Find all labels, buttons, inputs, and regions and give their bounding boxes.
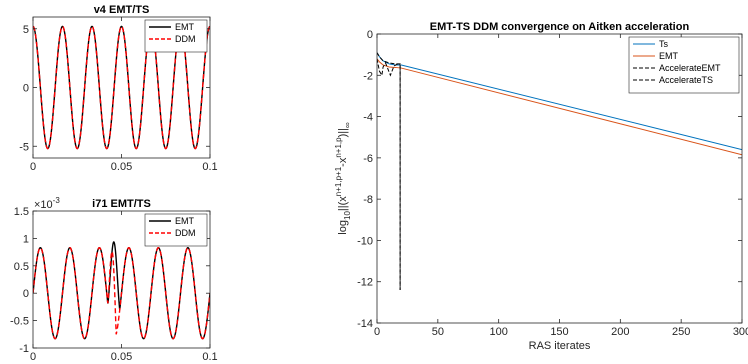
legend-box [144, 19, 208, 53]
exponent-base: ×10 [34, 199, 53, 211]
subplot-2: 0 0.05 0.1 1.5 1 0.5 0 -0.5 -1 i71 EMT/TS ×10-3 EMT… [10, 196, 218, 363]
legend-box [628, 36, 740, 94]
legend-box [144, 213, 208, 247]
legend-label: EMT [659, 51, 679, 61]
y-axis-label-part: 10 [343, 211, 352, 220]
x-tick-label: 300 [733, 326, 748, 338]
y-tick-label: -1 [19, 343, 29, 355]
y-tick-label: -4 [363, 112, 373, 124]
x-tick-label: 0 [30, 351, 36, 363]
y-axis-label-part: n+1,p [334, 137, 343, 158]
y-tick-label: -10 [357, 235, 373, 247]
series-line-acceleratets [377, 52, 401, 290]
legend: EMT DDM [144, 19, 208, 53]
y-tick-label: -12 [357, 277, 373, 289]
x-tick-label: 100 [489, 326, 507, 338]
y-tick-label: -6 [363, 153, 373, 165]
x-axis-label: RAS iterates [529, 340, 591, 352]
x-tick-label: 0.05 [111, 351, 132, 363]
chart-title: v4 EMT/TS [94, 4, 150, 16]
legend-label: DDM [175, 34, 196, 44]
y-axis-label-part: log [337, 220, 349, 235]
y-exponent-label: ×10-3 [34, 196, 60, 211]
y-tick-label: 1.5 [14, 206, 29, 218]
x-tick-label: 0.1 [202, 161, 217, 173]
y-tick-label: 1 [23, 233, 29, 245]
y-tick-label: 0 [23, 83, 29, 95]
legend: EMT DDM [144, 213, 208, 247]
y-axis-label-part: -x [337, 157, 349, 167]
series-line-ts [377, 52, 742, 151]
y-tick-label: -5 [19, 141, 29, 153]
y-axis-label-part: ||(x [337, 196, 349, 211]
series-line-ddm [33, 246, 210, 340]
legend-label: AccelerateEMT [659, 63, 721, 73]
legend-label: DDM [175, 228, 196, 238]
x-tick-label: 0 [30, 161, 36, 173]
exponent-power: -3 [53, 196, 61, 205]
y-tick-label: 0 [23, 288, 29, 300]
y-axis-label-part: n+1,p+1 [334, 166, 343, 196]
x-tick-label: 0.05 [111, 161, 132, 173]
x-tick-label: 0.1 [202, 351, 217, 363]
subplot-3: 0 50 100 150 200 250 300 0 -2 -4 -6 -8 -10 -12 -14 EMT-… [357, 21, 748, 352]
y-axis-label-part: ∞ [343, 122, 352, 128]
y-tick-label: -14 [357, 318, 373, 330]
x-tick-label: 50 [432, 326, 444, 338]
x-tick-label: 150 [550, 326, 568, 338]
x-tick-label: 0 [374, 326, 380, 338]
legend-label: EMT [175, 216, 195, 226]
x-tick-label: 200 [611, 326, 629, 338]
y-tick-label: 0 [367, 29, 373, 41]
chart-title: EMT-TS DDM convergence on Aitken acceler… [430, 21, 690, 33]
y-tick-label: 0.5 [14, 261, 29, 273]
chart-title: i71 EMT/TS [92, 198, 151, 210]
series-line-accelerateemt [377, 58, 401, 290]
series-group [377, 52, 742, 290]
y-tick-label: 5 [23, 24, 29, 36]
y-axis-label: log10||(xn+1,p+1-xn+1,p)||∞ [334, 122, 352, 235]
y-axis-label-part: )|| [337, 128, 349, 137]
y-tick-label: -2 [363, 70, 373, 82]
series-line-emt [377, 58, 742, 156]
legend-label: EMT [175, 22, 195, 32]
legend-label: AccelerateTS [659, 75, 713, 85]
legend-label: Ts [659, 39, 669, 49]
y-tick-label: -8 [363, 194, 373, 206]
x-tick-label: 250 [672, 326, 690, 338]
series-group [33, 241, 210, 340]
y-tick-label: -0.5 [10, 316, 29, 328]
legend: Ts EMT AccelerateEMT AccelerateTS [628, 36, 740, 94]
